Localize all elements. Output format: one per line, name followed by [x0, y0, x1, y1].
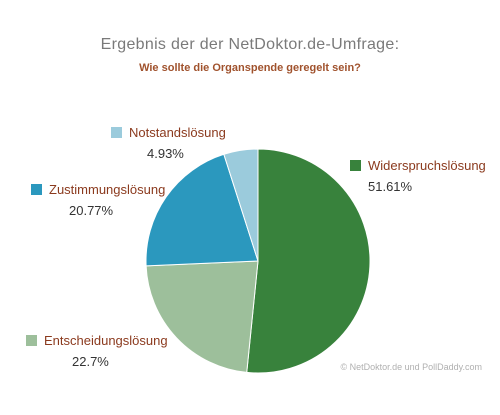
- pie-slice-notstandsloesung: [223, 148, 259, 262]
- legend-swatch-widerspruchsloesung: [350, 160, 361, 171]
- chart-subtitle: Wie sollte die Organspende geregelt sein…: [139, 62, 361, 74]
- pie-slice-zustimmungsloesung: [145, 153, 259, 267]
- legend-item-notstandsloesung: Notstandslösung 4.93%: [111, 125, 226, 161]
- footer-credit: © NetDoktor.de und PollDaddy.com: [340, 362, 482, 372]
- data-label-entscheidungsloesung: 22.7%: [72, 354, 109, 369]
- data-label-notstandsloesung: 4.93%: [147, 146, 184, 161]
- data-label-zustimmungsloesung: 20.77%: [69, 203, 114, 218]
- legend-label-entscheidungsloesung: Entscheidungslösung: [44, 333, 168, 348]
- pie-slice-widerspruchsloesung: [246, 148, 371, 374]
- legend-swatch-entscheidungsloesung: [26, 335, 37, 346]
- data-label-widerspruchsloesung: 51.61%: [368, 179, 413, 194]
- chart-title: Ergebnis der der NetDoktor.de-Umfrage:: [100, 36, 400, 53]
- legend-item-zustimmungsloesung: Zustimmungslösung 20.77%: [31, 182, 165, 218]
- legend-item-widerspruchsloesung: Widerspruchslösung 51.61%: [350, 158, 486, 194]
- legend-label-zustimmungsloesung: Zustimmungslösung: [49, 182, 166, 197]
- legend-swatch-notstandsloesung: [111, 127, 122, 138]
- legend-swatch-zustimmungsloesung: [31, 184, 42, 195]
- pie-slice-entscheidungsloesung: [145, 260, 259, 373]
- legend-label-widerspruchsloesung: Widerspruchslösung: [368, 158, 486, 173]
- legend-item-entscheidungsloesung: Entscheidungslösung 22.7%: [26, 333, 168, 369]
- legend-label-notstandsloesung: Notstandslösung: [129, 125, 226, 140]
